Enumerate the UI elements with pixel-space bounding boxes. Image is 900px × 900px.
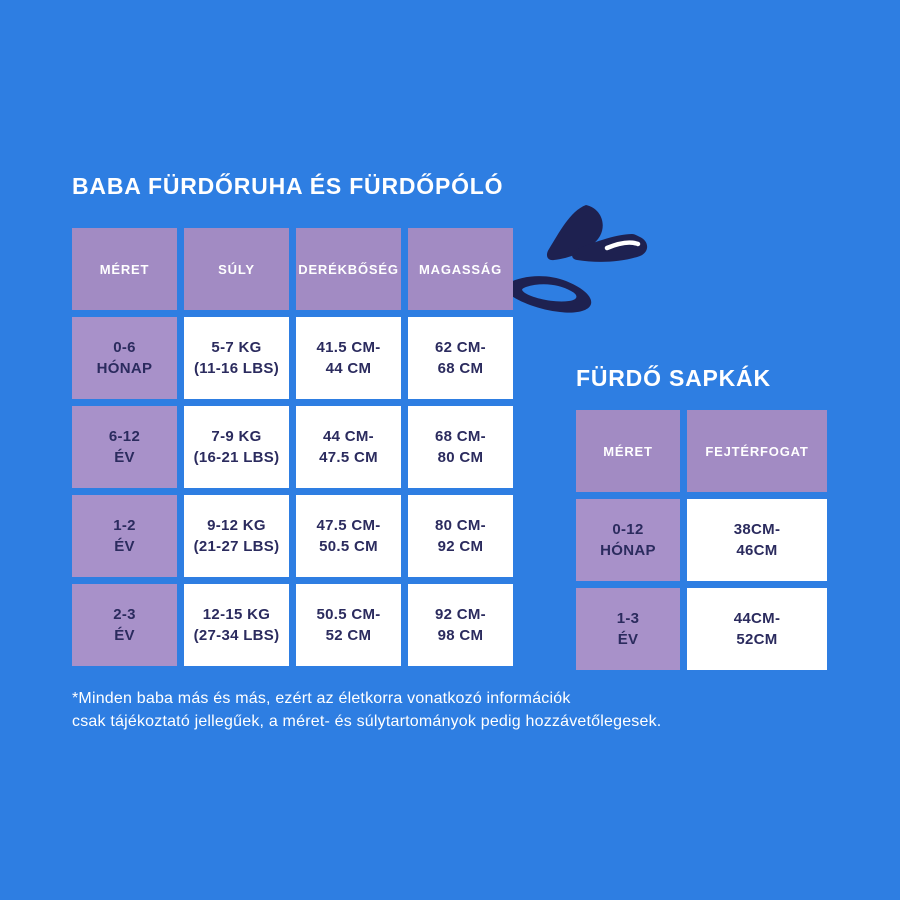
waist-cell: 41.5 CM- 44 CM [296, 317, 401, 399]
head-circumference-cell: 38CM- 46CM [687, 499, 827, 581]
cell-line: 12-15 KG [202, 606, 271, 623]
height-cell: 62 CM- 68 CM [408, 317, 513, 399]
header-cell-meret: MÉRET [576, 410, 680, 492]
cell-line: 92 CM- [435, 606, 486, 623]
size-cell: 6-12 ÉV [72, 406, 177, 488]
header-cell-magassag: MAGASSÁG [408, 228, 513, 310]
cell-line: (11-16 LBS) [194, 360, 279, 377]
cell-line: 7-9 KG [211, 428, 262, 445]
cell-line: 47.5 CM [319, 449, 378, 466]
cell-line: ÉV [114, 449, 135, 466]
cell-line: 46CM [736, 542, 778, 559]
cell-line: HÓNAP [600, 542, 656, 559]
header-label: FEJTÉRFOGAT [705, 443, 809, 459]
cell-line: 92 CM [437, 538, 484, 555]
cell-line: 0-6 [113, 339, 136, 356]
water-splash-icon [503, 205, 648, 313]
height-cell: 68 CM- 80 CM [408, 406, 513, 488]
cell-line: ÉV [114, 627, 135, 644]
cell-line: 44 CM- [323, 428, 374, 445]
cell-line: 2-3 [113, 606, 136, 623]
cell-line: 68 CM [437, 360, 484, 377]
header-label: MÉRET [603, 443, 653, 459]
cell-line: HÓNAP [96, 360, 153, 377]
caps-table-title: FÜRDŐ SAPKÁK [576, 365, 771, 391]
cell-line: 44 CM [325, 360, 372, 377]
waist-cell: 44 CM- 47.5 CM [296, 406, 401, 488]
header-cell-fejterfogat: FEJTÉRFOGAT [687, 410, 827, 492]
footnote-line: *Minden baba más és más, ezért az életko… [72, 690, 571, 707]
header-cell-derekboseg: DERÉKBŐSÉG [296, 228, 401, 310]
size-cell: 0-12 HÓNAP [576, 499, 680, 581]
height-cell: 80 CM- 92 CM [408, 495, 513, 577]
cell-line: 9-12 KG [207, 517, 266, 534]
cell-line: 38CM- [733, 521, 781, 538]
size-cell: 1-2 ÉV [72, 495, 177, 577]
waist-cell: 47.5 CM- 50.5 CM [296, 495, 401, 577]
cell-line: 52CM [736, 631, 778, 648]
cell-line: 50.5 CM- [316, 606, 381, 623]
head-circumference-cell: 44CM- 52CM [687, 588, 827, 670]
size-cell: 1-3 ÉV [576, 588, 680, 670]
cell-line: 41.5 CM- [316, 339, 381, 356]
size-cell: 2-3 ÉV [72, 584, 177, 666]
header-cell-suly: SÚLY [184, 228, 289, 310]
weight-cell: 7-9 KG (16-21 LBS) [184, 406, 289, 488]
cell-line: 44CM- [733, 610, 781, 627]
cell-line: 47.5 CM- [316, 517, 381, 534]
cell-line: 5-7 KG [211, 339, 262, 356]
cell-line: 0-12 [612, 521, 644, 538]
cell-line: (27-34 LBS) [193, 627, 280, 644]
weight-cell: 9-12 KG (21-27 LBS) [184, 495, 289, 577]
splash-drop-middle-slit [604, 240, 641, 251]
cell-line: 1-3 [616, 610, 640, 627]
header-label: SÚLY [218, 261, 255, 277]
header-label: DERÉKBŐSÉG [298, 261, 399, 277]
cell-line: ÉV [114, 538, 135, 555]
cell-line: 68 CM- [435, 428, 486, 445]
header-label: MAGASSÁG [419, 261, 502, 277]
cell-line: 62 CM- [435, 339, 486, 356]
header-cell-meret: MÉRET [72, 228, 177, 310]
size-cell: 0-6 HÓNAP [72, 317, 177, 399]
cell-line: 52 CM [325, 627, 372, 644]
caps-size-table: MÉRET FEJTÉRFOGAT 0-12 HÓNAP 38CM- 46CM 1-… [576, 410, 827, 670]
cell-line: ÉV [617, 631, 639, 648]
footnote-line: csak tájékoztató jellegűek, a méret- és … [72, 713, 662, 730]
waist-cell: 50.5 CM- 52 CM [296, 584, 401, 666]
header-label: MÉRET [99, 261, 150, 277]
cell-line: 1-2 [113, 517, 136, 534]
swimwear-size-table: MÉRET SÚLY DERÉKBŐSÉG MAGASSÁG 0-6 HÓNAP … [72, 228, 513, 666]
weight-cell: 5-7 KG (11-16 LBS) [184, 317, 289, 399]
weight-cell: 12-15 KG (27-34 LBS) [184, 584, 289, 666]
cell-line: (21-27 LBS) [193, 538, 280, 555]
splash-drop-bottom [503, 276, 592, 313]
cell-line: 80 CM- [435, 517, 486, 534]
cell-line: 80 CM [437, 449, 484, 466]
cell-line: 98 CM [437, 627, 484, 644]
footnote: *Minden baba más és más, ezért az életko… [72, 687, 661, 733]
cell-line: 50.5 CM [319, 538, 378, 555]
swimwear-table-title: BABA FÜRDŐRUHA ÉS FÜRDŐPÓLÓ [72, 173, 504, 199]
cell-line: 6-12 [108, 428, 141, 445]
height-cell: 92 CM- 98 CM [408, 584, 513, 666]
cell-line: (16-21 LBS) [193, 449, 280, 466]
